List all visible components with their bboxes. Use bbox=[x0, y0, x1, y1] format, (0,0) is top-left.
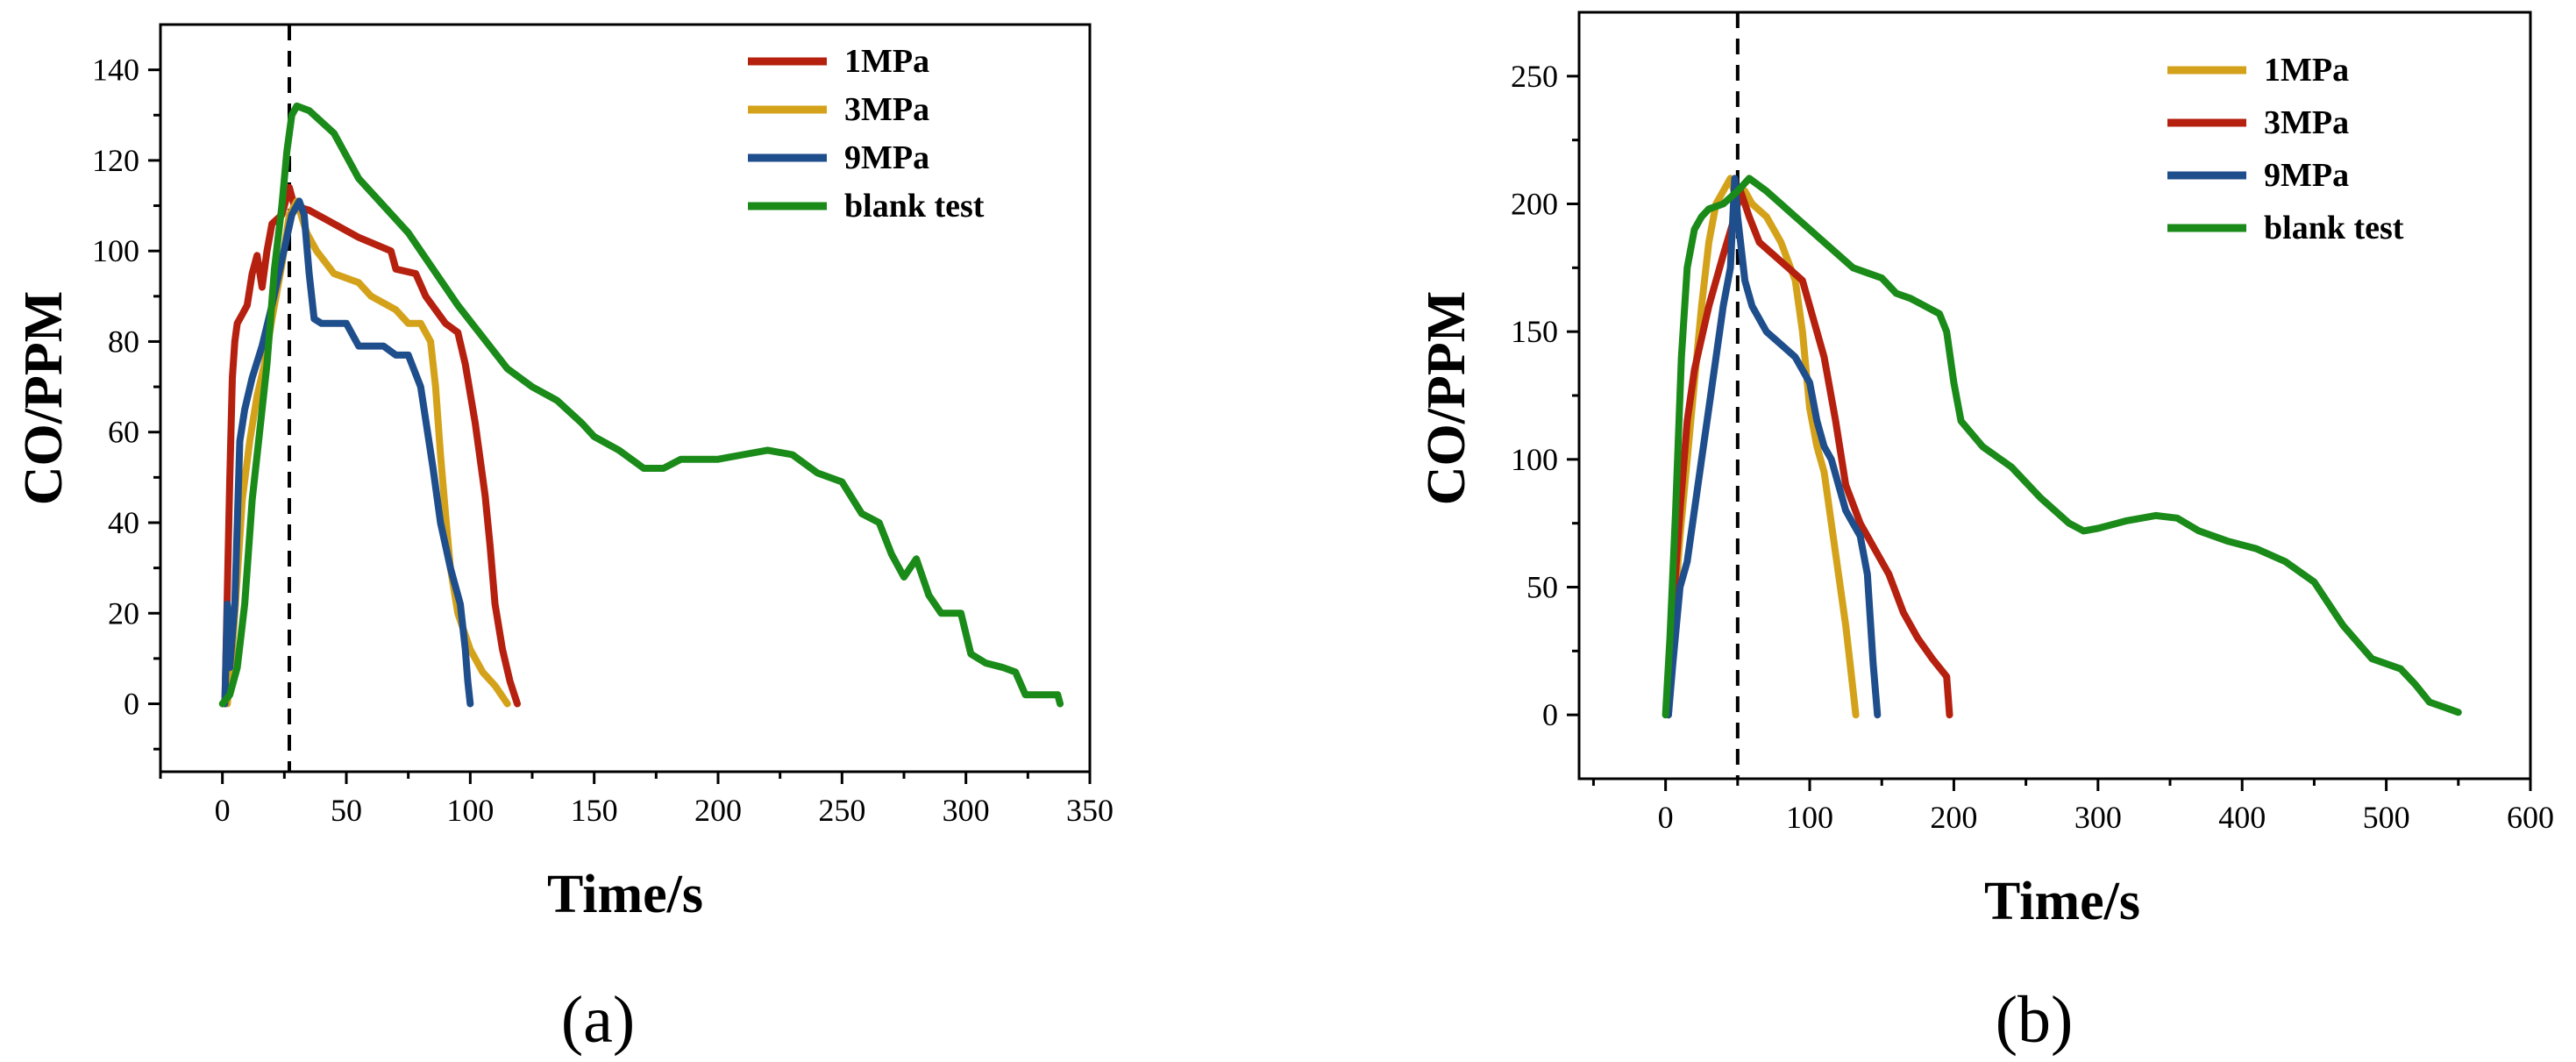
legend-label: 1MPa bbox=[2264, 52, 2349, 89]
y-tick-label: 60 bbox=[108, 415, 139, 450]
legend-label: blank test bbox=[844, 188, 985, 225]
y-tick-label: 20 bbox=[108, 595, 139, 631]
legend-label: 3MPa bbox=[844, 91, 929, 128]
x-tick-label: 300 bbox=[2074, 800, 2122, 835]
y-tick-label: 250 bbox=[1511, 59, 1558, 94]
x-tick-label: 100 bbox=[446, 793, 494, 828]
y-tick-label: 100 bbox=[1511, 442, 1558, 477]
x-axis-title: Time/s bbox=[547, 865, 703, 924]
axis-ticks: 0 50 100 150 200 250 300 350 0 20 40 60 80 100 120 140 bbox=[92, 53, 1114, 828]
y-tick-label: 140 bbox=[92, 53, 139, 88]
x-axis-title: Time/s bbox=[1984, 872, 2140, 931]
x-tick-label: 100 bbox=[1786, 800, 1833, 835]
axis-ticks: 0 100 200 300 400 500 600 0 50 100 150 200 250 bbox=[1511, 59, 2554, 835]
x-tick-label: 300 bbox=[943, 793, 990, 828]
panel-label-a: (a) bbox=[561, 983, 635, 1057]
panel-label-b: (b) bbox=[1996, 983, 2074, 1057]
x-tick-label: 600 bbox=[2507, 800, 2554, 835]
x-tick-label: 200 bbox=[1930, 800, 1977, 835]
y-tick-label: 100 bbox=[92, 233, 139, 268]
series-lines bbox=[1662, 175, 2462, 719]
legend-label: 9MPa bbox=[2264, 157, 2349, 194]
x-tick-label: 0 bbox=[1658, 800, 1674, 835]
y-tick-label: 0 bbox=[124, 687, 139, 722]
y-tick-label: 80 bbox=[108, 324, 139, 359]
y-tick-label: 40 bbox=[108, 505, 139, 540]
legend-label: 3MPa bbox=[2264, 104, 2349, 141]
series-line-9mpa bbox=[1664, 175, 1882, 719]
series-line-blank-test bbox=[1662, 175, 2462, 719]
legend-label: blank test bbox=[2264, 210, 2404, 246]
series-line-9mpa bbox=[221, 197, 474, 708]
x-tick-label: 50 bbox=[331, 793, 362, 828]
y-tick-label: 120 bbox=[92, 143, 139, 178]
legend: 1MPa 3MPa 9MPa blank test bbox=[2167, 52, 2404, 246]
series-lines bbox=[218, 102, 1064, 708]
x-tick-label: 500 bbox=[2363, 800, 2410, 835]
x-tick-label: 150 bbox=[571, 793, 618, 828]
y-tick-label: 200 bbox=[1511, 187, 1558, 222]
y-tick-label: 0 bbox=[1542, 697, 1558, 732]
x-tick-label: 350 bbox=[1066, 793, 1114, 828]
y-axis-title: CO/PPM bbox=[14, 291, 74, 506]
legend-label: 9MPa bbox=[844, 139, 929, 176]
y-axis-title: CO/PPM bbox=[1417, 291, 1477, 506]
legend-label: 1MPa bbox=[844, 43, 929, 80]
x-tick-label: 400 bbox=[2218, 800, 2266, 835]
chart-panel-a: 0 50 100 150 200 250 300 350020406080100120140 … bbox=[14, 23, 1114, 1057]
plot-frame bbox=[159, 23, 1092, 773]
series-line-blank-test bbox=[218, 102, 1064, 708]
legend: 1MPa 3MPa 9MPa blank test bbox=[748, 43, 985, 225]
y-tick-label: 50 bbox=[1526, 570, 1558, 605]
x-tick-label: 250 bbox=[818, 793, 865, 828]
chart-panel-b: 0 100 200 300 400 500 600 0 50 100 150 200 250 1MPa 3… bbox=[1417, 11, 2554, 1057]
x-tick-label: 200 bbox=[694, 793, 742, 828]
y-tick-label: 150 bbox=[1511, 314, 1558, 349]
series-line-3mpa bbox=[1664, 187, 1953, 719]
x-tick-label: 0 bbox=[215, 793, 231, 828]
series-line-1mpa bbox=[221, 183, 521, 708]
